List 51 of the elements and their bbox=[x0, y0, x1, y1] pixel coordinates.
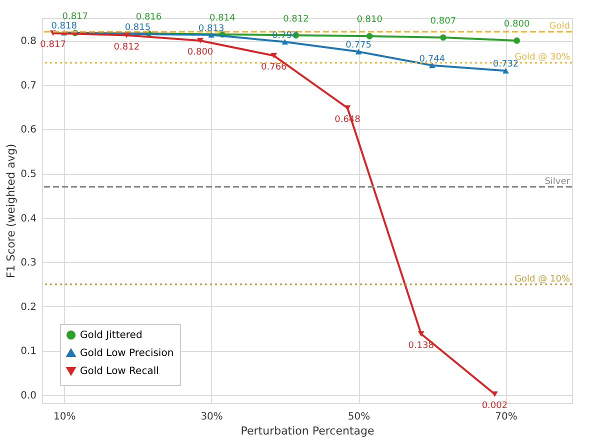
ref-line-label: Silver bbox=[544, 176, 570, 187]
y-axis-title: F1 Score (weighted avg) bbox=[4, 144, 18, 278]
data-label: 0.807 bbox=[430, 16, 456, 26]
data-label: 0.815 bbox=[124, 22, 151, 33]
y-tick-label: 0.4 bbox=[20, 213, 36, 224]
data-label: 0.812 bbox=[114, 42, 140, 52]
point bbox=[514, 37, 520, 44]
point bbox=[418, 331, 424, 337]
data-label: 0.800 bbox=[504, 20, 530, 30]
point bbox=[270, 52, 278, 58]
point bbox=[344, 105, 351, 111]
point bbox=[123, 32, 130, 38]
legend-label: Gold Jittered bbox=[80, 330, 142, 341]
data-label: 0.775 bbox=[346, 40, 372, 51]
legend-label: Gold Low Precision bbox=[80, 348, 174, 359]
data-label: 0.816 bbox=[136, 12, 162, 23]
data-label: 0.818 bbox=[51, 22, 78, 32]
data-label: 0.800 bbox=[187, 48, 214, 58]
data-label: 0.766 bbox=[260, 62, 288, 73]
x-tick-label: 50% bbox=[348, 412, 370, 422]
y-tick-label: 0.5 bbox=[20, 169, 36, 180]
data-label: 0.744 bbox=[419, 54, 446, 64]
ref-line-label: Gold @ 10% bbox=[514, 274, 570, 284]
y-tick-label: 0.7 bbox=[20, 80, 36, 92]
ref-line-label: Gold bbox=[549, 22, 570, 32]
y-tick-label: 0.3 bbox=[20, 258, 36, 269]
data-label: 0.817 bbox=[62, 12, 88, 22]
point bbox=[440, 34, 446, 41]
point bbox=[366, 33, 373, 40]
point bbox=[282, 39, 288, 45]
data-label: 0.817 bbox=[40, 40, 66, 50]
data-label: 0.797 bbox=[272, 30, 298, 41]
point bbox=[428, 62, 436, 68]
y-tick-label: 0.0 bbox=[20, 390, 36, 402]
data-label: 0.812 bbox=[283, 14, 309, 24]
y-tick-label: 0.8 bbox=[20, 36, 36, 48]
x-tick-label: 30% bbox=[200, 412, 223, 422]
y-tick-label: 0.6 bbox=[20, 124, 36, 136]
x-tick-label: 10% bbox=[53, 412, 76, 422]
point bbox=[197, 38, 204, 44]
data-label: 0.814 bbox=[209, 13, 236, 24]
point bbox=[502, 68, 509, 74]
data-label: 0.732 bbox=[492, 60, 519, 70]
legend-label: Gold Low Recall bbox=[80, 366, 159, 377]
data-label: 0.002 bbox=[482, 401, 508, 412]
data-label: 0.810 bbox=[356, 15, 383, 26]
point bbox=[355, 48, 362, 54]
y-tick-label: 0.1 bbox=[20, 346, 36, 358]
y-tick-label: 0.2 bbox=[20, 302, 36, 313]
x-tick-label: 70% bbox=[495, 412, 518, 422]
x-axis-title: Perturbation Percentage bbox=[240, 424, 374, 438]
